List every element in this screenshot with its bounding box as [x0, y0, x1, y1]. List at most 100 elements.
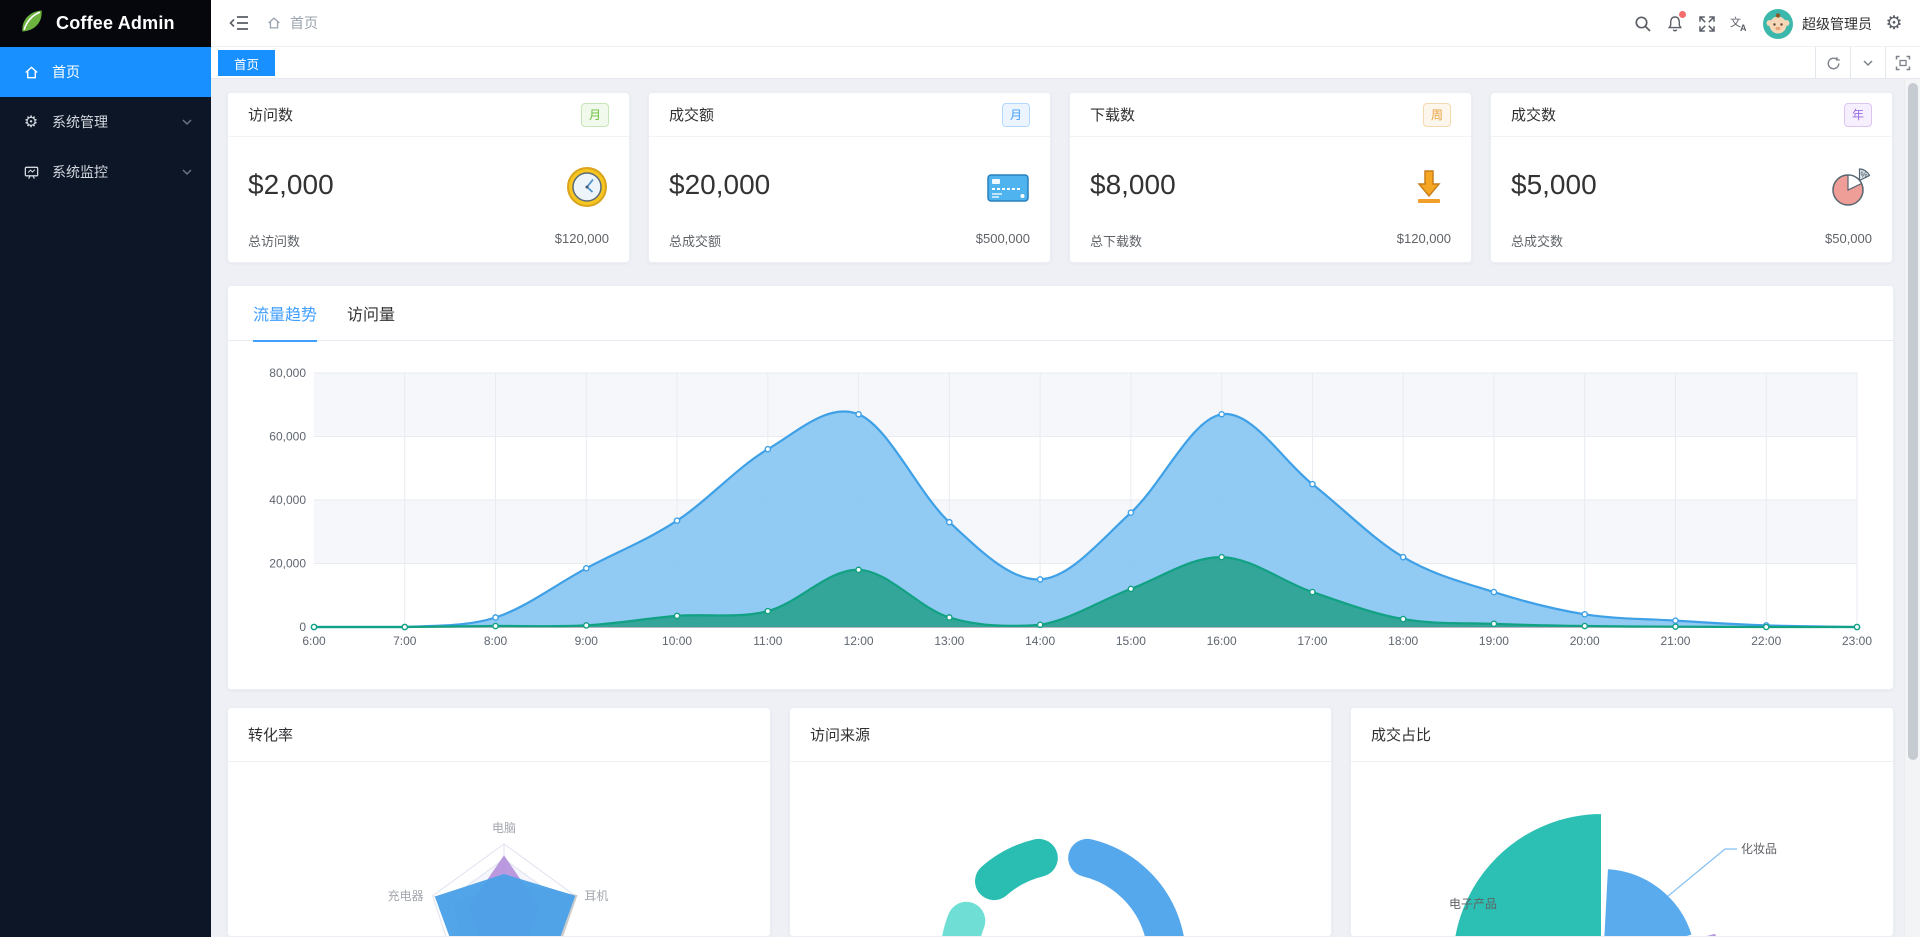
card-footer: 总成交数 $50,000 [1511, 231, 1872, 250]
chevron-down-icon [182, 119, 192, 126]
settings-button[interactable]: ⚙︎ [1878, 0, 1910, 47]
svg-text:23:00: 23:00 [1842, 634, 1872, 648]
top-navbar: 首页 [211, 0, 1920, 47]
svg-text:14:00: 14:00 [1025, 634, 1055, 648]
svg-text:21:00: 21:00 [1660, 634, 1690, 648]
svg-text:20:00: 20:00 [1570, 634, 1600, 648]
svg-text:电子产品: 电子产品 [1449, 897, 1497, 911]
stat-value: $8,000 [1090, 169, 1176, 200]
fullscreen-button[interactable] [1691, 0, 1723, 47]
pie-percent-icon: % [1832, 168, 1871, 206]
tab-home[interactable]: 首页 [218, 50, 276, 76]
bell-icon [1667, 15, 1683, 31]
sidebar-item-label: 系统管理 [52, 114, 108, 130]
maximize-button[interactable] [1885, 47, 1920, 79]
card-title: 成交数 [1511, 107, 1557, 124]
footer-value: $120,000 [1396, 231, 1451, 246]
card-title: 成交占比 [1371, 727, 1432, 744]
stat-value: $2,000 [248, 169, 334, 200]
monitor-icon [22, 163, 40, 181]
svg-text:22:00: 22:00 [1751, 634, 1781, 648]
home-icon [268, 17, 280, 29]
footer-label: 总下载数 [1090, 234, 1143, 249]
svg-text:电脑: 电脑 [492, 821, 516, 835]
user-name: 超级管理员 [1802, 15, 1872, 32]
card-footer: 总成交额 $500,000 [669, 231, 1030, 250]
svg-text:12:00: 12:00 [844, 634, 874, 648]
svg-text:9:00: 9:00 [575, 634, 599, 648]
credit-card-icon [987, 174, 1029, 202]
fullscreen-icon [1699, 15, 1715, 32]
svg-text:60,000: 60,000 [269, 430, 306, 444]
sidebar-item-system-admin[interactable]: ⚙︎ 系统管理 [0, 97, 211, 147]
card-title: 成交额 [669, 107, 715, 124]
clock-icon [567, 167, 607, 207]
sidebar: Coffee Admin 首页 ⚙︎ 系统管理 系统监控 [0, 0, 211, 937]
tabs-dropdown-button[interactable] [1850, 47, 1885, 79]
card-title: 转化率 [248, 727, 294, 744]
svg-text:充电器: 充电器 [388, 888, 424, 903]
sidebar-item-label: 首页 [52, 64, 80, 80]
period-badge: 月 [1001, 102, 1030, 127]
deal-share-card: 成交占比 电子产品 化妆品 [1350, 707, 1894, 937]
card-header: 成交额 月 [649, 93, 1050, 137]
breadcrumb-label: 首页 [290, 15, 318, 31]
card-header: 转化率 [228, 708, 770, 762]
notifications-button[interactable] [1659, 0, 1691, 47]
svg-text:17:00: 17:00 [1297, 634, 1327, 648]
stat-value: $5,000 [1511, 169, 1597, 200]
svg-text:10:00: 10:00 [662, 634, 692, 648]
refresh-button[interactable] [1815, 47, 1850, 79]
search-icon [1635, 15, 1651, 32]
rose-pie-chart: 电子产品 化妆品 [1449, 811, 1777, 936]
search-button[interactable] [1627, 0, 1659, 47]
svg-text:8:00: 8:00 [484, 634, 508, 648]
tab-traffic-trend[interactable]: 流量趋势 [253, 286, 318, 342]
tab-visits[interactable]: 访问量 [347, 307, 396, 324]
svg-text:7:00: 7:00 [393, 634, 417, 648]
breadcrumb[interactable]: 首页 [266, 13, 318, 33]
footer-label: 总访问数 [248, 234, 301, 249]
svg-text:0: 0 [299, 620, 306, 634]
refresh-icon [1827, 56, 1840, 69]
svg-text:%: % [1860, 171, 1867, 180]
svg-text:A: A [1740, 23, 1747, 33]
app-logo[interactable]: Coffee Admin [0, 0, 211, 47]
translate-button[interactable]: 文 A [1723, 0, 1755, 47]
user-menu[interactable]: 超级管理员 [1763, 8, 1872, 39]
stat-card-visits: 访问数 月 $2,000 总访问数 $120,000 [227, 92, 630, 263]
sidebar-collapse-button[interactable] [226, 10, 252, 36]
scrollbar-track[interactable] [1904, 79, 1920, 937]
stat-value: $20,000 [669, 169, 771, 200]
sidebar-item-home[interactable]: 首页 [0, 47, 211, 97]
tags-view-bar: 首页 [211, 47, 1920, 79]
leaf-logo-icon [18, 7, 46, 40]
svg-text:18:00: 18:00 [1388, 634, 1418, 648]
footer-label: 总成交额 [669, 234, 722, 249]
svg-text:耳机: 耳机 [584, 889, 608, 903]
card-footer: 总下载数 $120,000 [1090, 231, 1451, 250]
card-header: 下载数 周 [1070, 93, 1471, 137]
sidebar-item-system-monitor[interactable]: 系统监控 [0, 147, 211, 197]
sidebar-item-label: 系统监控 [52, 164, 108, 180]
donut-chart [942, 838, 1184, 936]
card-title: 下载数 [1090, 107, 1136, 124]
svg-text:化妆品: 化妆品 [1741, 842, 1777, 856]
card-title: 访问数 [248, 107, 294, 124]
card-footer: 总访问数 $120,000 [248, 231, 609, 250]
footer-value: $120,000 [554, 231, 609, 246]
conversion-rate-card: 转化率 电脑耳机 充电器 [227, 707, 771, 937]
card-header: 访问来源 [790, 708, 1331, 762]
card-title: 访问来源 [810, 727, 871, 744]
app-title: Coffee Admin [56, 13, 175, 33]
area-chart: 0 20,000 40,000 60,000 80,000 6:00 7:00 8:00 9:0… [269, 366, 1872, 648]
scrollbar-thumb[interactable] [1908, 83, 1918, 760]
gear-icon: ⚙︎ [1885, 13, 1903, 34]
svg-text:文: 文 [1730, 15, 1741, 29]
period-badge: 周 [1422, 102, 1451, 127]
home-icon [22, 63, 40, 81]
footer-value: $50,000 [1825, 231, 1872, 246]
svg-text:19:00: 19:00 [1479, 634, 1509, 648]
